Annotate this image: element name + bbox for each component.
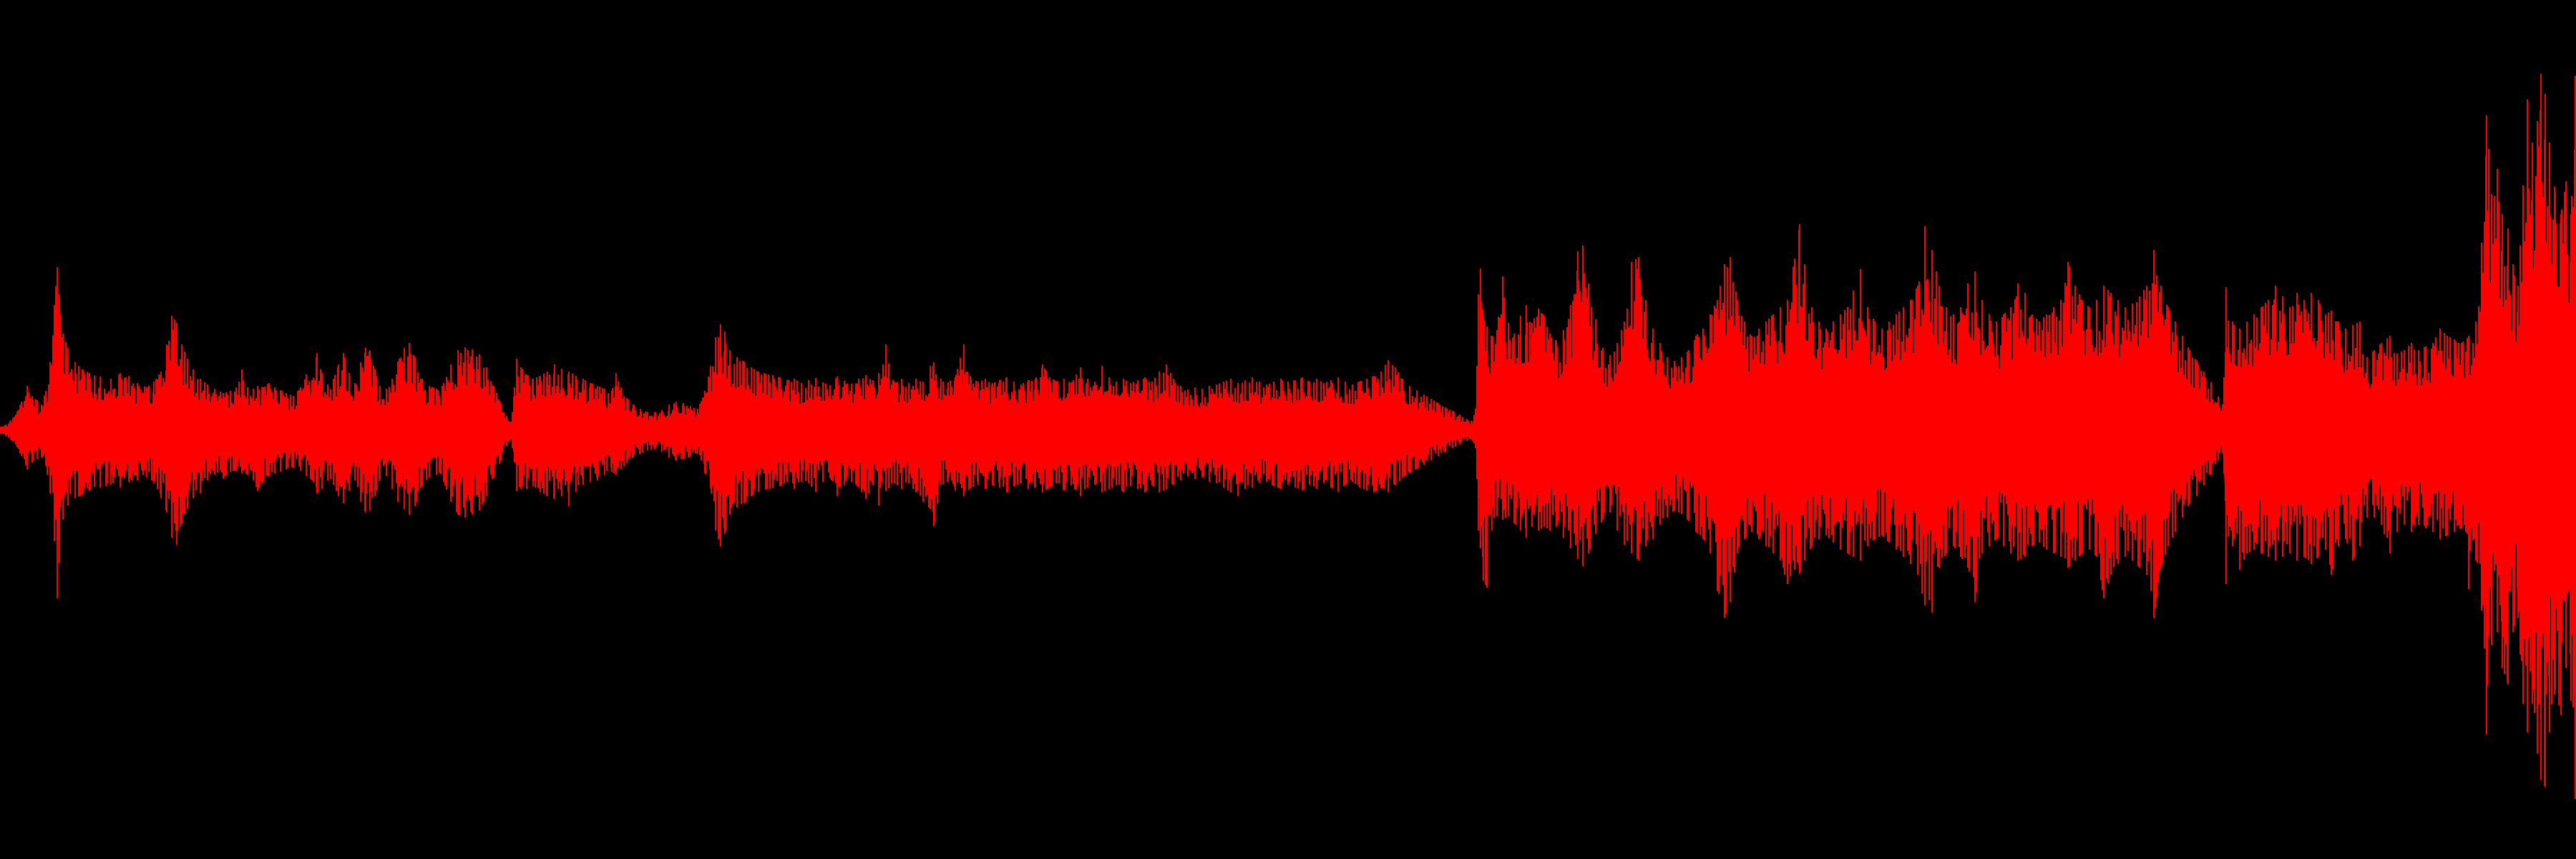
waveform-peak-needles <box>0 74 2576 799</box>
